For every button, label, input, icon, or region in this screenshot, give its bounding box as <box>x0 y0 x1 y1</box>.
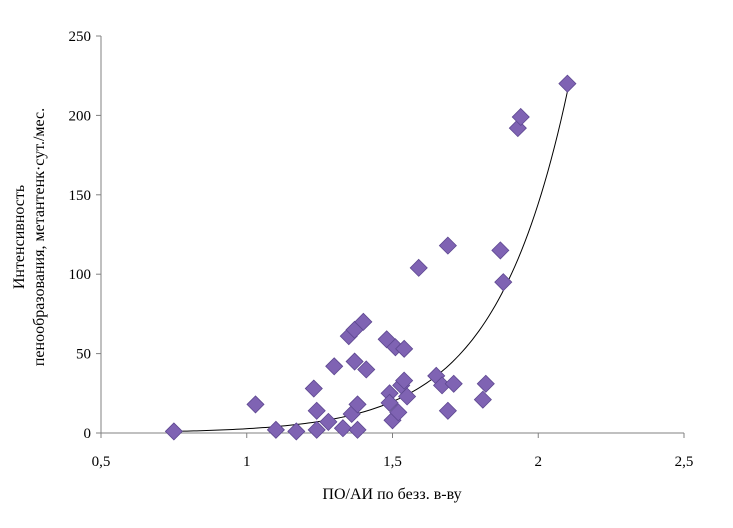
data-point <box>164 422 183 441</box>
data-point <box>348 420 367 439</box>
data-point <box>473 390 492 409</box>
data-point <box>389 403 408 422</box>
x-tick-label: 2,5 <box>675 454 694 470</box>
y-axis-title-line-2: пенообразования, метантенк·сут./мес. <box>31 108 48 366</box>
data-point <box>266 420 285 439</box>
y-tick-label: 50 <box>76 347 91 363</box>
x-tick-label: 0,5 <box>92 454 111 470</box>
data-point <box>354 312 373 331</box>
y-axis-title-line-1: Интенсивность <box>11 185 28 289</box>
trendline-group <box>173 91 568 432</box>
y-tick-label: 150 <box>69 188 92 204</box>
data-point <box>307 401 326 420</box>
data-point <box>558 74 577 93</box>
x-tick-label: 1,5 <box>383 454 402 470</box>
data-point <box>345 352 364 371</box>
y-tick-label: 250 <box>69 29 92 45</box>
data-point <box>357 360 376 379</box>
x-tick-label: 1 <box>243 454 251 470</box>
data-point <box>395 371 414 390</box>
data-point <box>438 401 457 420</box>
data-point <box>494 273 513 292</box>
data-point <box>395 339 414 358</box>
y-tick-label: 200 <box>69 108 92 124</box>
data-point <box>304 379 323 398</box>
data-point <box>398 387 417 406</box>
data-point <box>511 107 530 127</box>
data-point <box>476 374 495 393</box>
data-point <box>508 119 527 138</box>
data-point <box>491 241 510 260</box>
trendline <box>173 91 568 432</box>
data-point <box>348 395 367 414</box>
axes <box>96 35 685 438</box>
data-points <box>164 74 577 441</box>
x-tick-label: 2 <box>535 454 543 470</box>
y-tick-label: 100 <box>69 267 92 283</box>
data-point <box>380 393 399 412</box>
data-point <box>409 258 428 277</box>
y-tick-label: 0 <box>84 426 92 442</box>
data-point <box>333 419 353 438</box>
data-point <box>438 236 457 255</box>
x-axis-title: ПО/АИ по безз. в-ву <box>322 486 461 503</box>
data-point <box>319 412 338 431</box>
data-point <box>444 374 463 393</box>
data-point <box>325 357 344 376</box>
y-axis-title: Интенсивность пенообразования, метантенк… <box>11 108 48 366</box>
data-point <box>246 395 265 414</box>
data-point <box>307 420 326 439</box>
tick-labels: 0 50 100 150 200 250 0,5 1 1,5 2 2,5 <box>69 29 694 470</box>
data-point <box>287 422 306 441</box>
